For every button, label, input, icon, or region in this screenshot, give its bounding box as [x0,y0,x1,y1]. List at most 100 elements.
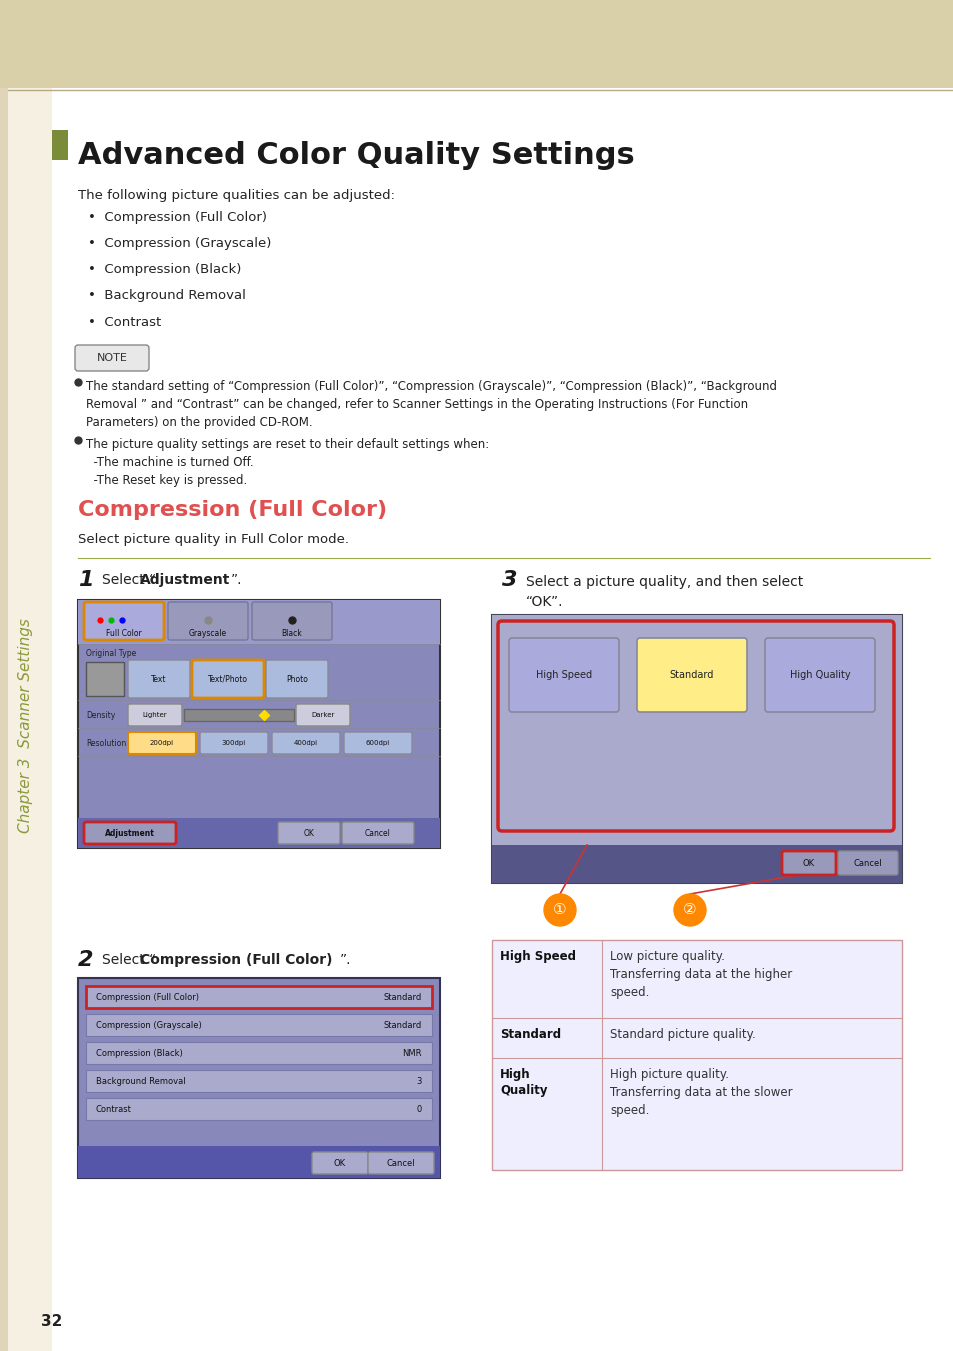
FancyBboxPatch shape [637,638,746,712]
Text: Select “: Select “ [102,573,156,586]
Text: Chapter 3  Scanner Settings: Chapter 3 Scanner Settings [18,617,33,834]
Text: 0: 0 [416,1105,421,1113]
Text: Density: Density [86,711,115,720]
Bar [0,88,8,1351]
Text: High Quality: High Quality [789,670,849,680]
FancyBboxPatch shape [252,603,332,640]
FancyBboxPatch shape [128,732,195,754]
Text: Standard picture quality.: Standard picture quality. [609,1028,755,1042]
Text: 600dpi: 600dpi [366,740,390,746]
Text: Text: Text [152,674,167,684]
Text: Select picture quality in Full Color mode.: Select picture quality in Full Color mod… [78,534,349,547]
Text: 1: 1 [78,570,93,590]
Text: Standard: Standard [499,1028,560,1042]
FancyBboxPatch shape [764,638,874,712]
Bar [86,986,432,1008]
FancyBboxPatch shape [168,603,248,640]
Bar [86,1070,432,1092]
Text: Compression (Full Color): Compression (Full Color) [140,952,333,967]
Circle shape [543,894,576,925]
Text: Photo: Photo [286,674,308,684]
Text: Text/Photo: Text/Photo [208,674,248,684]
FancyBboxPatch shape [128,661,190,698]
Bar [86,1015,432,1036]
Text: OK: OK [303,828,314,838]
Text: The picture quality settings are reset to their default settings when:
  -The ma: The picture quality settings are reset t… [86,438,489,486]
Text: Background Removal: Background Removal [96,1077,186,1085]
Text: ”.: ”. [339,952,351,967]
FancyBboxPatch shape [509,638,618,712]
Text: 300dpi: 300dpi [222,740,246,746]
Text: Select a picture quality, and then select
“OK”.: Select a picture quality, and then selec… [525,576,802,608]
Text: •  Background Removal: • Background Removal [88,289,246,303]
Text: •  Contrast: • Contrast [88,316,161,328]
Text: NOTE: NOTE [96,353,128,363]
Bar [78,1146,439,1178]
Bar [492,615,901,844]
Text: Standard: Standard [383,1020,421,1029]
Text: OK: OK [802,858,814,867]
Text: Black: Black [281,628,302,638]
Bar [52,130,68,159]
Bar [492,615,901,884]
Text: Contrast: Contrast [96,1105,132,1113]
Bar [0,0,953,88]
Text: 32: 32 [41,1313,63,1328]
Text: Adjustment: Adjustment [140,573,230,586]
Text: Standard: Standard [669,670,714,680]
Text: ”.: ”. [231,573,242,586]
Text: 200dpi: 200dpi [150,740,173,746]
Bar [78,817,439,848]
Text: •  Compression (Full Color): • Compression (Full Color) [88,212,267,224]
Text: High
Quality: High Quality [499,1069,547,1097]
Text: Advanced Color Quality Settings: Advanced Color Quality Settings [78,141,634,169]
Text: Darker: Darker [311,712,335,717]
Text: Cancel: Cancel [365,828,391,838]
Text: •  Compression (Grayscale): • Compression (Grayscale) [88,238,271,250]
Bar [184,709,294,721]
Text: Compression (Full Color): Compression (Full Color) [96,993,199,1001]
Bar [86,1042,432,1065]
Text: Lighter: Lighter [143,712,167,717]
FancyBboxPatch shape [84,603,164,640]
Text: 2: 2 [78,950,93,970]
Text: NMR: NMR [402,1048,421,1058]
Text: Grayscale: Grayscale [189,628,227,638]
FancyBboxPatch shape [277,821,339,844]
Text: High Speed: High Speed [536,670,592,680]
FancyBboxPatch shape [192,661,264,698]
Text: High Speed: High Speed [499,950,576,963]
Text: Cancel: Cancel [853,858,882,867]
Text: The following picture qualities can be adjusted:: The following picture qualities can be a… [78,189,395,201]
FancyBboxPatch shape [368,1152,434,1174]
FancyBboxPatch shape [341,821,414,844]
Text: Adjustment: Adjustment [105,828,154,838]
FancyBboxPatch shape [128,704,182,725]
FancyBboxPatch shape [75,345,149,372]
Text: Standard: Standard [383,993,421,1001]
Text: OK: OK [334,1159,346,1167]
FancyBboxPatch shape [497,621,893,831]
Text: Original Type: Original Type [86,650,136,658]
Text: 3: 3 [501,570,517,590]
Bar [0,88,52,1351]
Bar [86,662,124,696]
Text: 3: 3 [416,1077,421,1085]
Text: Select “: Select “ [102,952,156,967]
Text: ②: ② [682,902,696,917]
Text: Compression (Grayscale): Compression (Grayscale) [96,1020,201,1029]
Text: Full Color: Full Color [106,628,142,638]
FancyBboxPatch shape [295,704,350,725]
Bar [86,1098,432,1120]
FancyBboxPatch shape [344,732,412,754]
Text: •  Compression (Black): • Compression (Black) [88,263,241,277]
Bar [492,940,901,1170]
Text: Resolution: Resolution [86,739,126,747]
FancyBboxPatch shape [837,851,897,875]
FancyBboxPatch shape [312,1152,368,1174]
Text: Compression (Black): Compression (Black) [96,1048,183,1058]
Text: The standard setting of “Compression (Full Color)”, “Compression (Grayscale)”, “: The standard setting of “Compression (Fu… [86,380,776,430]
Text: Compression (Full Color): Compression (Full Color) [78,500,387,520]
Circle shape [673,894,705,925]
FancyBboxPatch shape [272,732,339,754]
